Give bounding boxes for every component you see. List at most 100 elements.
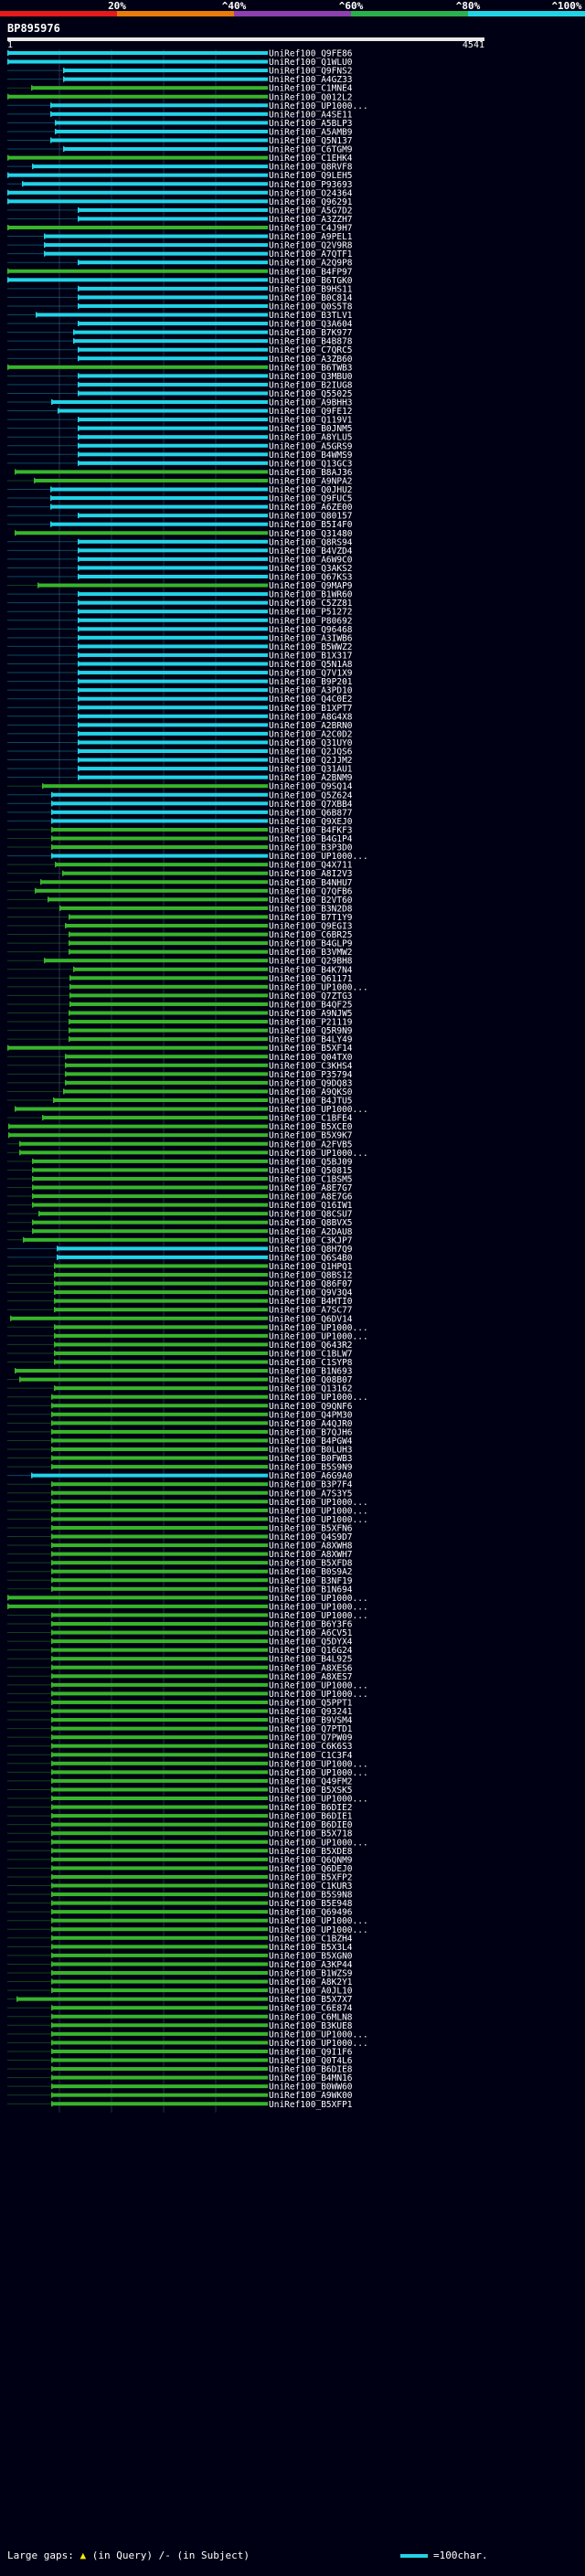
hit-label-link[interactable]: UniRef100_B4B878 bbox=[269, 337, 353, 347]
hit-bar[interactable] bbox=[51, 1517, 268, 1521]
hit-bar[interactable] bbox=[32, 1194, 268, 1199]
hit-bar[interactable] bbox=[51, 1953, 268, 1957]
hit-bar[interactable] bbox=[54, 1342, 268, 1347]
hit-label-link[interactable]: UniRef100_UP1000... bbox=[269, 1916, 368, 1926]
hit-bar[interactable] bbox=[51, 1657, 268, 1661]
hit-label-link[interactable]: UniRef100_Q55025 bbox=[269, 389, 353, 399]
hit-label-link[interactable]: UniRef100_Q7V1X9 bbox=[269, 669, 353, 679]
hit-label-link[interactable]: UniRef100_Q3MBU0 bbox=[269, 372, 353, 382]
hit-label-link[interactable]: UniRef100_UP1000... bbox=[269, 852, 368, 862]
hit-bar[interactable] bbox=[78, 714, 268, 718]
hit-label-link[interactable]: UniRef100_Q16IW1 bbox=[269, 1201, 353, 1211]
hit-label-link[interactable]: UniRef100_Q2JQS6 bbox=[269, 747, 353, 758]
hit-label-link[interactable]: UniRef100_B5X9K7 bbox=[269, 1131, 353, 1141]
hit-label-link[interactable]: UniRef100_A8XWH8 bbox=[269, 1542, 353, 1552]
hit-bar[interactable] bbox=[51, 1814, 268, 1818]
hit-bar[interactable] bbox=[51, 810, 268, 814]
hit-label-link[interactable]: UniRef100_UP1000... bbox=[269, 1611, 368, 1621]
hit-label-link[interactable]: UniRef100_A9NPA2 bbox=[269, 476, 353, 486]
hit-bar[interactable] bbox=[54, 1308, 268, 1312]
hit-bar[interactable] bbox=[51, 1892, 268, 1897]
hit-label-link[interactable]: UniRef100_Q7PW09 bbox=[269, 1733, 353, 1744]
hit-label-link[interactable]: UniRef100_Q7XBB4 bbox=[269, 800, 353, 810]
hit-label-link[interactable]: UniRef100_Q5R9N9 bbox=[269, 1026, 353, 1036]
hit-bar[interactable] bbox=[51, 1630, 268, 1635]
hit-label-link[interactable]: UniRef100_Q0S5T8 bbox=[269, 302, 353, 312]
hit-bar[interactable] bbox=[51, 1718, 268, 1723]
hit-bar[interactable] bbox=[78, 322, 268, 326]
hit-label-link[interactable]: UniRef100_Q0T4L6 bbox=[269, 2056, 353, 2066]
hit-label-link[interactable]: UniRef100_B4HTI0 bbox=[269, 1297, 353, 1307]
hit-label-link[interactable]: UniRef100_UP1000... bbox=[269, 1594, 368, 1604]
hit-label-link[interactable]: UniRef100_B8AJ36 bbox=[269, 468, 353, 478]
hit-label-link[interactable]: UniRef100_B5XCE0 bbox=[269, 1122, 353, 1132]
hit-bar[interactable] bbox=[78, 652, 268, 657]
hit-label-link[interactable]: UniRef100_A8YLU5 bbox=[269, 433, 353, 443]
hit-bar[interactable] bbox=[69, 984, 268, 989]
hit-bar[interactable] bbox=[51, 1927, 268, 1932]
hit-label-link[interactable]: UniRef100_B9VSM4 bbox=[269, 1716, 353, 1726]
hit-label-link[interactable]: UniRef100_UP1000... bbox=[269, 2030, 368, 2040]
hit-label-link[interactable]: UniRef100_P80692 bbox=[269, 616, 353, 626]
hit-label-link[interactable]: UniRef100_B5XFP1 bbox=[269, 2100, 353, 2110]
hit-label-link[interactable]: UniRef100_C6MLN8 bbox=[269, 2012, 353, 2022]
hit-bar[interactable] bbox=[78, 217, 268, 221]
hit-bar[interactable] bbox=[55, 129, 268, 133]
hit-label-link[interactable]: UniRef100_B2IUG8 bbox=[269, 380, 353, 390]
hit-bar[interactable] bbox=[36, 313, 268, 317]
hit-label-link[interactable]: UniRef100_Q08B07 bbox=[269, 1375, 353, 1385]
hit-bar[interactable] bbox=[37, 583, 268, 588]
hit-bar[interactable] bbox=[51, 1726, 268, 1731]
hit-bar[interactable] bbox=[65, 1063, 268, 1067]
hit-bar[interactable] bbox=[78, 618, 268, 622]
hit-label-link[interactable]: UniRef100_C3KJP7 bbox=[269, 1235, 353, 1246]
hit-label-link[interactable]: UniRef100_A6W9C0 bbox=[269, 555, 353, 565]
hit-label-link[interactable]: UniRef100_A3PD10 bbox=[269, 686, 353, 696]
hit-bar[interactable] bbox=[51, 1561, 268, 1565]
hit-label-link[interactable]: UniRef100_B4LY49 bbox=[269, 1035, 353, 1045]
hit-bar[interactable] bbox=[69, 941, 268, 946]
hit-bar[interactable] bbox=[51, 1700, 268, 1704]
hit-bar[interactable] bbox=[51, 1971, 268, 1975]
hit-label-link[interactable]: UniRef100_B5X718 bbox=[269, 1829, 353, 1839]
hit-bar[interactable] bbox=[78, 705, 268, 710]
hit-label-link[interactable]: UniRef100_P93693 bbox=[269, 180, 353, 190]
hit-label-link[interactable]: UniRef100_B0WW60 bbox=[269, 2083, 353, 2093]
hit-bar[interactable] bbox=[78, 435, 268, 440]
hit-label-link[interactable]: UniRef100_Q9QNF6 bbox=[269, 1402, 353, 1412]
hit-label-link[interactable]: UniRef100_UP1000... bbox=[269, 1680, 368, 1691]
hit-label-link[interactable]: UniRef100_B1WZS9 bbox=[269, 1969, 353, 1979]
hit-label-link[interactable]: UniRef100_UP1000... bbox=[269, 1838, 368, 1848]
hit-bar[interactable] bbox=[65, 924, 268, 928]
hit-bar[interactable] bbox=[51, 1665, 268, 1670]
hit-bar[interactable] bbox=[51, 1735, 268, 1740]
hit-bar[interactable] bbox=[7, 278, 268, 282]
hit-label-link[interactable]: UniRef100_Q0JHU2 bbox=[269, 485, 353, 495]
hit-bar[interactable] bbox=[50, 111, 268, 116]
hit-label-link[interactable]: UniRef100_Q69496 bbox=[269, 1908, 353, 1918]
hit-label-link[interactable]: UniRef100_A8E7G6 bbox=[269, 1193, 353, 1203]
hit-label-link[interactable]: UniRef100_Q8BVX5 bbox=[269, 1218, 353, 1228]
hit-bar[interactable] bbox=[51, 1849, 268, 1853]
hit-label-link[interactable]: UniRef100_B5XF14 bbox=[269, 1044, 353, 1054]
hit-bar[interactable] bbox=[78, 767, 268, 771]
hit-bar[interactable] bbox=[51, 1465, 268, 1469]
hit-label-link[interactable]: UniRef100_B4FKF3 bbox=[269, 825, 353, 835]
hit-label-link[interactable]: UniRef100_B5XSK5 bbox=[269, 1786, 353, 1796]
hit-label-link[interactable]: UniRef100_B9P201 bbox=[269, 677, 353, 687]
hit-label-link[interactable]: UniRef100_A2DAU8 bbox=[269, 1227, 353, 1237]
hit-label-link[interactable]: UniRef100_B6DIE2 bbox=[269, 1803, 353, 1813]
hit-bar[interactable] bbox=[69, 915, 268, 919]
hit-bar[interactable] bbox=[44, 251, 268, 256]
hit-label-link[interactable]: UniRef100_B5S9N8 bbox=[269, 1891, 353, 1901]
hit-label-link[interactable]: UniRef100_B0FWB3 bbox=[269, 1454, 353, 1464]
hit-bar[interactable] bbox=[78, 418, 268, 422]
hit-label-link[interactable]: UniRef100_B4FP97 bbox=[269, 267, 353, 277]
hit-bar[interactable] bbox=[78, 260, 268, 265]
hit-label-link[interactable]: UniRef100_Q119V1 bbox=[269, 416, 353, 426]
hit-label-link[interactable]: UniRef100_B6TGK0 bbox=[269, 276, 353, 286]
hit-label-link[interactable]: UniRef100_Q31480 bbox=[269, 529, 353, 539]
hit-label-link[interactable]: UniRef100_A8I2V3 bbox=[269, 869, 353, 879]
hit-label-link[interactable]: UniRef100_B3P7F4 bbox=[269, 1480, 353, 1490]
hit-bar[interactable] bbox=[58, 408, 268, 413]
